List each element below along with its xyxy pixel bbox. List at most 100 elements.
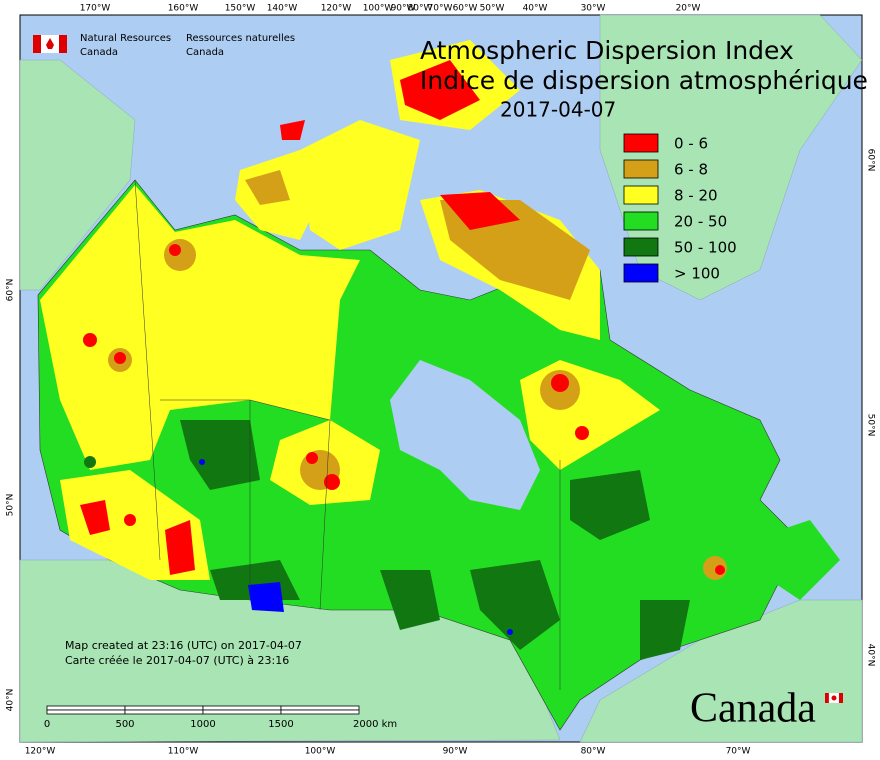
dispersion-zone	[169, 244, 181, 256]
agency-en: Canada	[80, 47, 118, 58]
dispersion-zone	[80, 500, 110, 535]
lon-label: 120°W	[321, 4, 352, 14]
map-date: 2017-04-07	[500, 98, 616, 122]
map-title: Atmospheric Dispersion Index	[420, 36, 794, 65]
legend-swatch	[623, 185, 659, 205]
lon-label: 100°W	[305, 747, 336, 757]
legend-label: 6 - 8	[674, 161, 708, 179]
lon-label: 60°W	[453, 4, 478, 14]
lon-label: 40°W	[523, 4, 548, 14]
lat-label: 50°N	[866, 414, 876, 437]
dispersion-zone	[248, 582, 284, 612]
dispersion-zone	[84, 456, 96, 468]
dispersion-zone	[245, 170, 290, 205]
dispersion-zone	[280, 120, 305, 140]
flag-leaf	[46, 38, 54, 49]
scale-segment	[280, 709, 360, 715]
wordmark: Canada	[690, 686, 816, 732]
created-en: Map created at 23:16 (UTC) on 2017-04-07	[65, 639, 302, 652]
neighbour-land	[19, 14, 863, 743]
legend-label: 20 - 50	[674, 213, 727, 231]
scale-segment	[202, 709, 282, 715]
dispersion-zone	[40, 185, 360, 470]
agency-fr: Ressources naturelles	[186, 33, 295, 44]
legend: 0 - 6 6 - 8 8 - 20 20 - 50 50 - 100 > 100	[623, 133, 737, 283]
lon-label: 100°W	[363, 4, 394, 14]
scale-segment	[124, 705, 204, 711]
dispersion-zone	[300, 120, 420, 250]
lat-label: 60°N	[6, 279, 16, 302]
scale-segment	[124, 709, 204, 715]
scale-segment	[280, 705, 360, 711]
lon-label: 50°W	[480, 4, 505, 14]
scale-label: 0	[44, 719, 50, 730]
lon-label: 120°W	[25, 747, 56, 757]
lon-label: 160°W	[168, 4, 199, 14]
lat-label: 50°N	[6, 494, 16, 517]
scale-label: 1500	[268, 719, 293, 730]
legend-label: 0 - 6	[674, 135, 708, 153]
dispersion-zone	[507, 629, 513, 635]
dispersion-zone	[324, 474, 340, 490]
graticule-labels: 170°W 160°W 150°W 140°W 120°W 100°W90°W80°W70…	[6, 4, 876, 757]
dispersion-zone	[575, 426, 589, 440]
lon-label: 30°W	[581, 4, 606, 14]
scale-label: 500	[115, 719, 134, 730]
scale-segment	[46, 705, 126, 711]
dispersion-zone	[470, 560, 560, 650]
legend-swatch	[623, 237, 659, 257]
dispersion-zone	[165, 520, 195, 575]
flag-bar	[59, 35, 67, 53]
lon-label: 90°W	[391, 4, 416, 14]
legend-label: 8 - 20	[674, 187, 718, 205]
lon-label: 20°W	[676, 4, 701, 14]
dispersion-zone	[770, 520, 840, 600]
lon-label: 90°W	[443, 747, 468, 757]
legend-swatch	[623, 133, 659, 153]
created-fr: Carte créée le 2017-04-07 (UTC) à 23:16	[65, 654, 289, 667]
flag-bar	[33, 35, 41, 53]
lon-label: 140°W	[267, 4, 298, 14]
legend-swatch	[623, 159, 659, 179]
lat-label: 40°N	[866, 644, 876, 667]
dispersion-zone	[570, 470, 650, 540]
province-borders	[134, 179, 561, 690]
scale-segment	[46, 709, 126, 715]
dispersion-zone	[199, 459, 205, 465]
lon-label: 170°W	[80, 4, 111, 14]
lon-label: 70°W	[726, 747, 751, 757]
legend-swatch	[623, 211, 659, 231]
dispersion-zone	[124, 514, 136, 526]
lon-label: 70°W	[428, 4, 453, 14]
dispersion-zone	[164, 239, 196, 271]
agency-en: Natural Resources	[80, 33, 171, 44]
wordmark-flag	[825, 692, 843, 704]
scale-bar: 0 500 1000 1500 2000 km	[44, 705, 397, 730]
low-index-spots	[80, 239, 727, 635]
lon-label: 150°W	[225, 4, 256, 14]
scale-segment	[202, 705, 282, 711]
dispersion-zone	[640, 600, 690, 660]
legend-label: 50 - 100	[674, 239, 737, 257]
dispersion-zone	[83, 333, 97, 347]
scale-label: 1000	[190, 719, 215, 730]
dispersion-zone	[440, 192, 520, 230]
credits: Natural Resources Canada Ressources natu…	[33, 33, 295, 58]
map-title-fr: Indice de dispersion atmosphérique	[420, 66, 868, 95]
legend-label: > 100	[674, 265, 720, 283]
scale-label: 2000 km	[353, 719, 397, 730]
dispersion-zone	[715, 565, 725, 575]
lon-label: 110°W	[168, 747, 199, 757]
lon-label: 80°W	[408, 4, 433, 14]
arctic-islands	[235, 40, 600, 340]
lat-label: 40°N	[6, 689, 16, 712]
legend-swatch	[623, 263, 659, 283]
dispersion-zone	[306, 452, 318, 464]
dispersion-zone	[400, 60, 480, 120]
dispersion-zone	[551, 374, 569, 392]
agency-fr: Canada	[186, 47, 224, 58]
lon-label: 80°W	[581, 747, 606, 757]
dispersion-zone	[180, 420, 260, 490]
lat-label: 60°N	[866, 149, 876, 172]
